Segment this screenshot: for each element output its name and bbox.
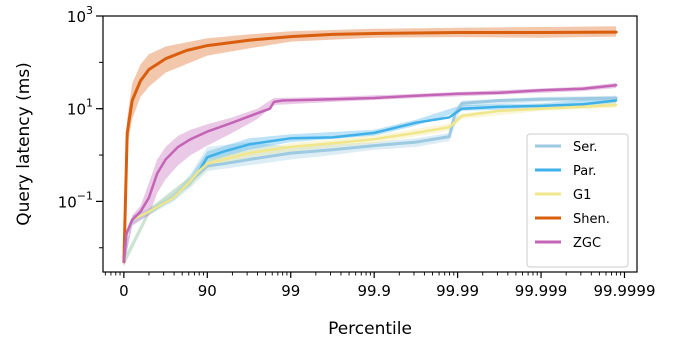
line-shen	[122, 30, 618, 264]
y-tick-label: 101	[67, 97, 93, 119]
legend-label: G1	[573, 188, 591, 203]
x-axis-title: Percentile	[328, 319, 412, 339]
legend-label: Par.	[573, 164, 597, 179]
x-tick-label: 99.9	[357, 282, 390, 300]
legend-box	[526, 133, 629, 268]
y-tick-label: 10−1	[58, 189, 93, 211]
band-par	[123, 96, 617, 267]
y-axis-title: Query latency (ms)	[14, 62, 34, 226]
line-zgc	[122, 84, 618, 263]
x-tick-label: 99.9999	[593, 282, 655, 300]
legend: Ser. Par. G1 Shen. ZGC	[526, 133, 629, 268]
legend-label: ZGC	[573, 236, 601, 251]
line-g1	[122, 103, 618, 263]
y-axis: 103 101 10−1	[58, 4, 103, 249]
band-shen	[123, 26, 617, 267]
x-tick-label: 99	[281, 282, 300, 300]
confidence-bands	[123, 26, 617, 267]
x-tick-label: 90	[198, 282, 217, 300]
legend-label: Shen.	[573, 212, 610, 227]
x-tick-label: 99.999	[515, 282, 568, 300]
x-tick-label: 0	[119, 282, 129, 300]
x-axis: 0 90 99 99.9 99.99 99.999 99.9999	[104, 272, 656, 300]
legend-label: Ser.	[573, 140, 598, 155]
y-tick-label: 103	[67, 4, 93, 26]
series-lines	[122, 30, 618, 264]
x-tick-label: 99.99	[436, 282, 479, 300]
